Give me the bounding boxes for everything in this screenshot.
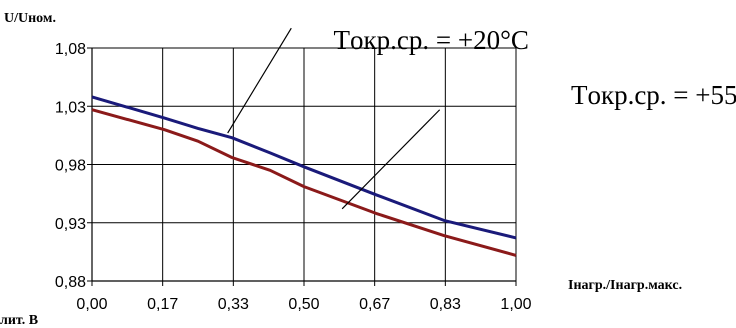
corner-label: лит. В (0, 313, 38, 328)
y-tick-label: 1,08 (55, 41, 86, 58)
y-tick-label: 0,98 (55, 158, 86, 175)
tick-labels: 0,88 0,93 0,98 1,03 1,08 0,00 0,17 0,33 0,50 0,67… (55, 41, 532, 313)
x-axis-title: Iнагр./Iнагр.макс. (568, 278, 682, 293)
y-tick-label: 0,88 (55, 274, 86, 291)
grid (92, 47, 517, 282)
x-tick-label: 0,17 (147, 296, 178, 313)
x-tick-label: 0,50 (288, 296, 319, 313)
axes (87, 47, 517, 286)
annotation-label-1: Tокр.ср. = +20°C (334, 25, 529, 55)
x-tick-label: 0,67 (359, 296, 390, 313)
series-line-2 (91, 108, 517, 257)
x-tick-label: 0,83 (430, 296, 461, 313)
annotations: Tокр.ср. = +20°C Tокр.ср. = +55°C (227, 25, 736, 210)
y-axis-title: U/Uном. (4, 11, 56, 26)
x-tick-label: 1,00 (500, 296, 531, 313)
series-line-1 (91, 95, 517, 240)
x-tick-label: 0,00 (76, 296, 107, 313)
x-tick-label: 0,33 (218, 296, 249, 313)
y-tick-label: 0,93 (55, 216, 86, 233)
series-lines (91, 95, 517, 257)
annotation-label-2: Tокр.ср. = +55°C (571, 80, 736, 110)
annotation-leader-1 (227, 27, 292, 134)
y-tick-label: 1,03 (55, 99, 86, 116)
annotation-leader-2 (341, 109, 441, 210)
